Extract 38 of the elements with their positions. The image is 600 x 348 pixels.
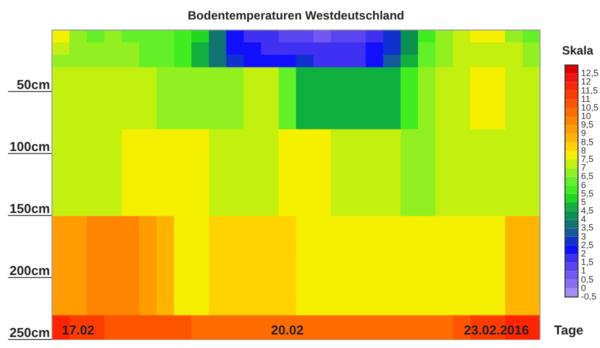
color-bar-label: 3 [581, 231, 586, 242]
color-bar-label: 7,5 [581, 154, 594, 164]
color-bar-label: 5 [581, 196, 586, 207]
y-tick-label: 250cm [10, 325, 50, 340]
color-bar-label: 2 [581, 248, 586, 259]
x-tick-label: 17.02 [62, 322, 94, 338]
x-axis-title: Tage [554, 322, 584, 338]
color-bar-label: 8 [581, 145, 586, 156]
color-bar-label: 0,5 [581, 274, 594, 284]
color-bar-label: 1 [581, 266, 586, 276]
color-bar-label: -0,5 [581, 291, 597, 302]
color-bar-label: 3,5 [581, 222, 594, 233]
color-bar-label: 4 [581, 214, 586, 224]
color-bar-label: 9,5 [581, 120, 594, 130]
color-bar-label: 6 [581, 180, 586, 190]
color-bar-label: 4,5 [581, 206, 594, 216]
color-bar-label: 12,5 [581, 68, 599, 78]
color-bar-label: 2,5 [581, 240, 594, 250]
color-bar-label: 10 [581, 111, 592, 122]
color-bar-label: 9 [581, 128, 586, 138]
color-bar-label: 11,5 [581, 85, 598, 96]
chart-title: Bodentemperaturen Westdeutschland [188, 8, 404, 22]
color-bar-label: 11 [581, 94, 590, 104]
color-bar-label: 5,5 [581, 188, 594, 198]
color-bar-label: 10,5 [581, 102, 599, 112]
y-tick-label: 150cm [10, 201, 50, 216]
color-bar-label: 8,5 [581, 136, 594, 147]
color-bar-label: 1,5 [581, 257, 594, 268]
x-tick-label: 23.02.2016 [464, 322, 529, 338]
color-bar-label: 12 [581, 76, 592, 87]
color-bar-label: 0 [581, 282, 586, 293]
y-tick-label: 100cm [10, 139, 50, 154]
color-bar-label: 7 [581, 162, 586, 173]
y-tick-label: 200cm [10, 263, 50, 278]
y-tick-label: 50cm [16, 77, 50, 92]
color-bar-title: Skala [562, 43, 594, 58]
x-tick-label: 20.02 [271, 322, 304, 338]
color-bar-label: 6,5 [581, 171, 594, 182]
